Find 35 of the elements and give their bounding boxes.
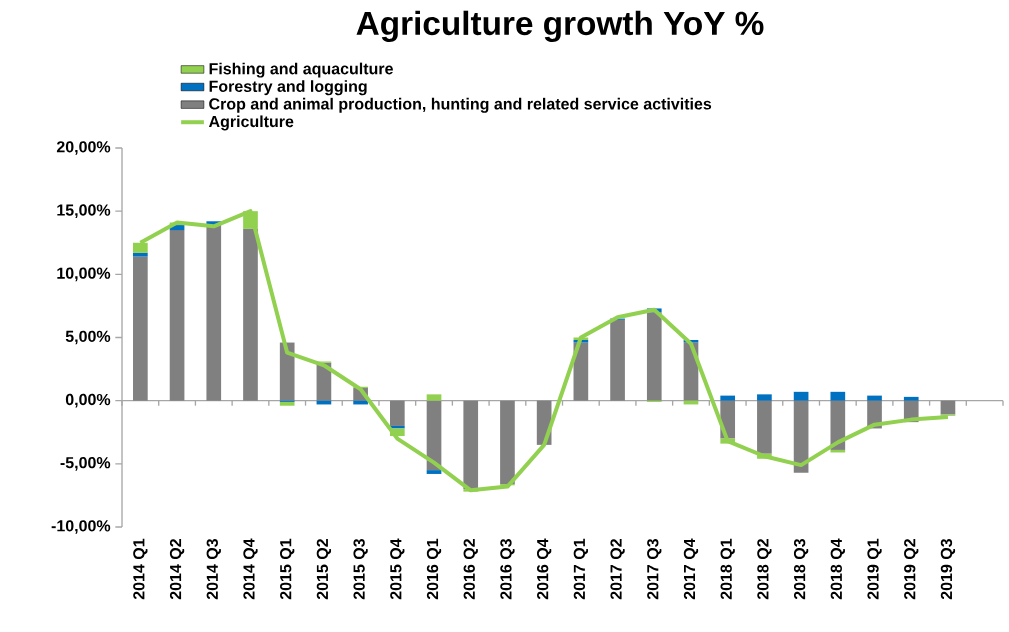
x-tick-label: 2019 Q2 — [904, 539, 919, 600]
x-tick-label: 2014 Q3 — [206, 538, 221, 600]
x-tick-label: 2014 Q4 — [243, 538, 258, 600]
chart-title: Agriculture growth YoY % — [356, 10, 764, 42]
x-tick-label: 2018 Q4 — [830, 538, 845, 600]
legend-label: Fishing and aquaculture — [209, 62, 393, 78]
x-tick-label: 2017 Q2 — [610, 539, 625, 600]
x-tick-label: 2014 Q1 — [133, 538, 148, 600]
y-tick-label: -5,00% — [60, 457, 111, 471]
x-tick-label: 2014 Q2 — [169, 539, 185, 600]
x-tick-label: 2016 Q3 — [500, 538, 515, 600]
legend-label: Crop and animal production, hunting and related service activities — [209, 97, 712, 113]
x-tick-label: 2018 Q2 — [757, 539, 772, 600]
x-tick-label: 2017 Q3 — [647, 538, 662, 600]
y-tick-label: 20,00% — [56, 141, 111, 155]
y-tick-label: -10,00% — [51, 520, 111, 534]
y-tick-label: 15,00% — [57, 204, 111, 218]
x-tick-label: 2015 Q4 — [390, 538, 405, 600]
x-tick-label: 2015 Q2 — [316, 539, 332, 600]
x-tick-label: 2019 Q3 — [940, 538, 956, 600]
x-tick-label: 2017 Q4 — [683, 538, 699, 600]
x-tick-label: 2015 Q1 — [280, 538, 295, 600]
y-tick-label: 5,00% — [65, 330, 111, 345]
y-tick-label: 10,00% — [57, 267, 111, 282]
x-tick-label: 2018 Q3 — [793, 538, 809, 600]
x-tick-label: 2019 Q1 — [867, 538, 882, 600]
x-tick-label: 2017 Q1 — [573, 538, 589, 600]
legend-label: Forestry and logging — [209, 80, 367, 96]
y-tick-label: 0,00% — [65, 393, 111, 408]
x-tick-label: 2015 Q3 — [353, 538, 368, 600]
x-tick-label: 2018 Q1 — [720, 538, 735, 600]
x-tick-label: 2016 Q2 — [463, 539, 478, 600]
legend-label: Agriculture — [208, 115, 294, 131]
x-tick-label: 2016 Q1 — [426, 538, 442, 600]
x-tick-label: 2016 Q4 — [537, 538, 552, 600]
